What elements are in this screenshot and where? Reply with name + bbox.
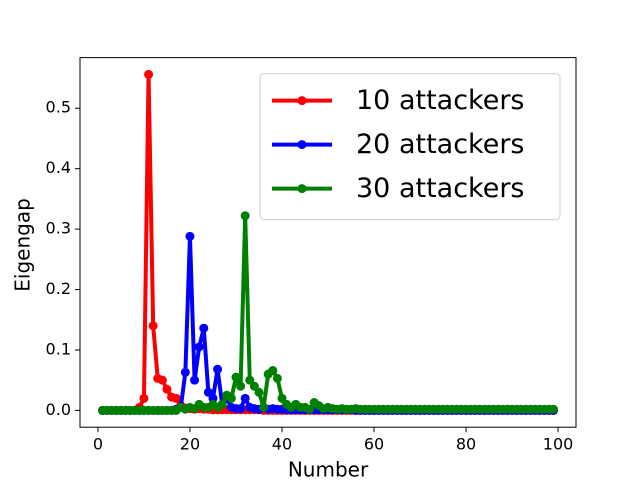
marker	[548, 404, 558, 414]
marker	[254, 387, 264, 397]
x-tick-label: 0	[93, 435, 103, 454]
marker	[236, 381, 246, 391]
line	[102, 234, 554, 413]
marker	[162, 384, 172, 394]
marker	[240, 211, 250, 221]
y-tick-label: 0.4	[46, 158, 71, 177]
legend-label: 10 attackers	[356, 85, 525, 116]
marker	[148, 321, 158, 331]
x-tick-label: 20	[180, 435, 200, 454]
marker	[259, 402, 269, 412]
legend-label: 30 attackers	[356, 173, 525, 204]
y-tick-label: 0.1	[46, 339, 71, 358]
legend-box	[259, 73, 561, 221]
plot-frame	[79, 57, 577, 428]
marker	[199, 323, 209, 333]
marker	[240, 393, 250, 403]
marker	[157, 375, 167, 385]
y-axis-label: Eigengap	[11, 198, 35, 292]
legend-label: 20 attackers	[356, 129, 525, 160]
line	[102, 213, 554, 413]
y-tick-label: 0.0	[46, 400, 71, 419]
x-tick-label: 60	[364, 435, 384, 454]
marker	[268, 366, 278, 376]
x-tick-label: 80	[456, 435, 476, 454]
marker	[139, 393, 149, 403]
marker	[305, 404, 315, 414]
marker	[226, 393, 236, 403]
legend-marker	[297, 140, 307, 150]
series	[98, 211, 558, 415]
legend-marker	[297, 96, 307, 106]
marker	[185, 231, 195, 241]
y-tick-label: 0.3	[46, 219, 71, 238]
x-tick-label: 100	[543, 435, 574, 454]
marker	[217, 399, 227, 409]
marker	[180, 367, 190, 377]
marker	[171, 393, 181, 403]
marker	[236, 404, 246, 414]
marker	[231, 372, 241, 382]
marker	[213, 364, 223, 374]
y-tick-label: 0.5	[46, 98, 71, 117]
marker	[190, 375, 200, 385]
y-tick-label: 0.2	[46, 279, 71, 298]
marker	[194, 342, 204, 352]
x-axis-label: Number	[288, 458, 369, 480]
x-tick-label: 40	[272, 435, 292, 454]
marker	[272, 373, 282, 383]
marker	[144, 69, 154, 79]
legend-marker	[297, 184, 307, 194]
